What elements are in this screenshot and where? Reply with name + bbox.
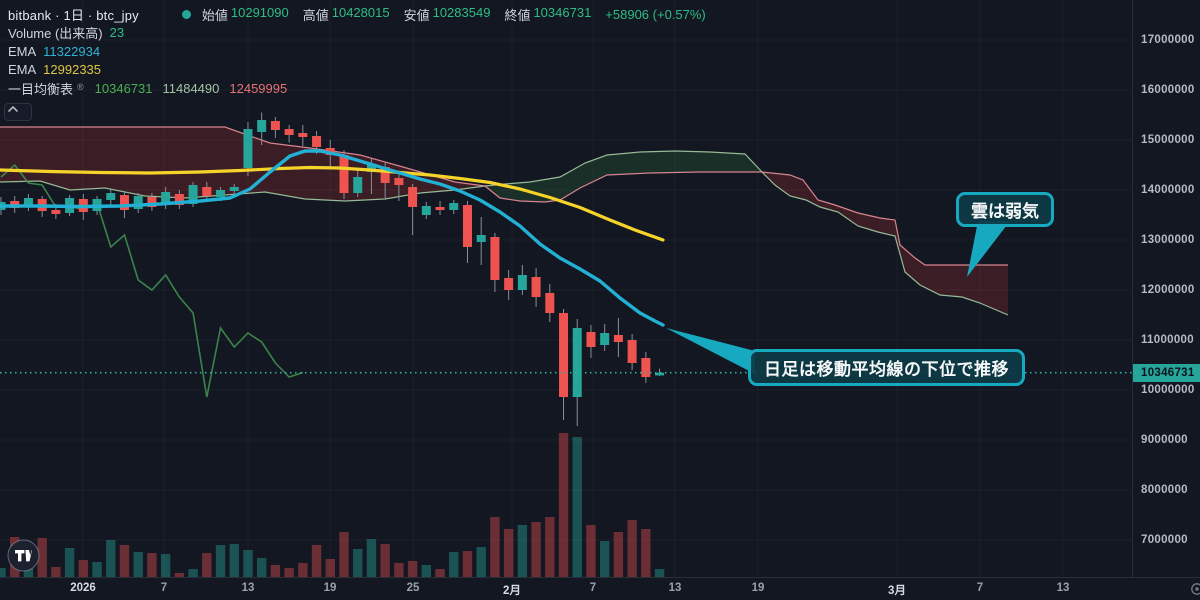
change-value: +58906 (+0.57%) [605, 6, 706, 22]
legend-collapse-button[interactable] [4, 103, 32, 121]
ichimoku-label: 一目均衡表 [8, 81, 74, 97]
price-tick-label: 11000000 [1141, 334, 1194, 346]
registered-mark-icon: ® [77, 82, 84, 92]
chevron-up-icon [8, 106, 18, 112]
price-tick-label: 12000000 [1141, 284, 1195, 296]
time-tick-label: 3月 [888, 585, 906, 597]
annotation-cloud-tail [967, 221, 1010, 277]
ema-slow-label: EMA [8, 62, 37, 77]
price-tick-label: 7000000 [1141, 534, 1188, 546]
time-tick-label: 19 [751, 582, 765, 594]
open-label: 始値 [201, 7, 228, 23]
time-tick-label: 13 [241, 582, 255, 594]
high-value: 10428015 [331, 4, 390, 20]
symbol-title: bitbank · 1日 · btc_jpy [8, 7, 139, 23]
annotation-below-ma[interactable]: 日足は移動平均線の下位で推移 [748, 349, 1025, 386]
volume-row[interactable]: Volume (出来高) 23 [8, 25, 706, 41]
price-tick-label: 17000000 [1141, 34, 1195, 46]
price-tick-label: 14000000 [1141, 184, 1195, 196]
chart-legend: bitbank · 1日 · btc_jpy 始値 10291090 高値 1042… [8, 4, 706, 100]
price-tick-label: 9000000 [1141, 434, 1188, 446]
time-tick-label: 25 [406, 582, 420, 594]
symbol-row[interactable]: bitbank · 1日 · btc_jpy 始値 10291090 高値 1042… [8, 4, 706, 23]
time-tick-label: 2026 [70, 582, 96, 594]
price-tick-label: 15000000 [1141, 134, 1195, 146]
ema-fast-row[interactable]: EMA 11322934 [8, 43, 706, 59]
ichimoku-row[interactable]: 一目均衡表 ® 10346731 11484490 12459995 [8, 80, 706, 97]
tradingview-logo-icon [7, 539, 40, 572]
time-tick-label: 7 [589, 582, 597, 594]
series-color-dot-icon [181, 9, 191, 19]
ichimoku-value-1: 10346731 [94, 80, 153, 96]
price-tick-label: 13000000 [1141, 234, 1195, 246]
low-label: 安値 [403, 7, 430, 23]
time-tick-label: 7 [976, 582, 984, 594]
ema-slow-row[interactable]: EMA 12992335 [8, 62, 706, 77]
close-value: 10346731 [533, 4, 592, 20]
time-tick-label: 7 [160, 582, 168, 594]
time-tick-label: 13 [1056, 582, 1070, 594]
ema-fast-label: EMA [8, 43, 37, 59]
price-tick-label: 16000000 [1141, 84, 1195, 96]
ichimoku-value-3: 12459995 [229, 80, 288, 96]
time-tick-label: 2月 [503, 585, 521, 597]
annotation-ma-tail [666, 328, 755, 374]
volume-value: 23 [109, 25, 125, 40]
ema-fast-value: 11322934 [43, 43, 101, 59]
volume-label: Volume (出来高) [8, 26, 103, 41]
current-price-badge: 10346731 [1133, 364, 1200, 382]
ema-slow-value: 12992335 [43, 62, 102, 77]
price-tick-label: 8000000 [1141, 484, 1188, 496]
ichimoku-value-2: 11484490 [162, 80, 220, 96]
price-tick-label: 10000000 [1141, 384, 1195, 396]
close-label: 終値 [504, 7, 531, 23]
open-value: 10291090 [230, 4, 289, 20]
high-label: 高値 [302, 7, 329, 23]
time-axis[interactable]: 2026 7 13 19 25 2月 7 13 19 3月 7 13 [0, 577, 1200, 600]
time-tick-label: 19 [323, 582, 337, 594]
annotation-cloud-bearish[interactable]: 雲は弱気 [956, 192, 1054, 227]
time-tick-label: 13 [668, 582, 682, 594]
low-value: 10283549 [432, 4, 491, 20]
price-axis[interactable]: 10346731 17000000 16000000 15000000 1400000… [1132, 0, 1200, 577]
